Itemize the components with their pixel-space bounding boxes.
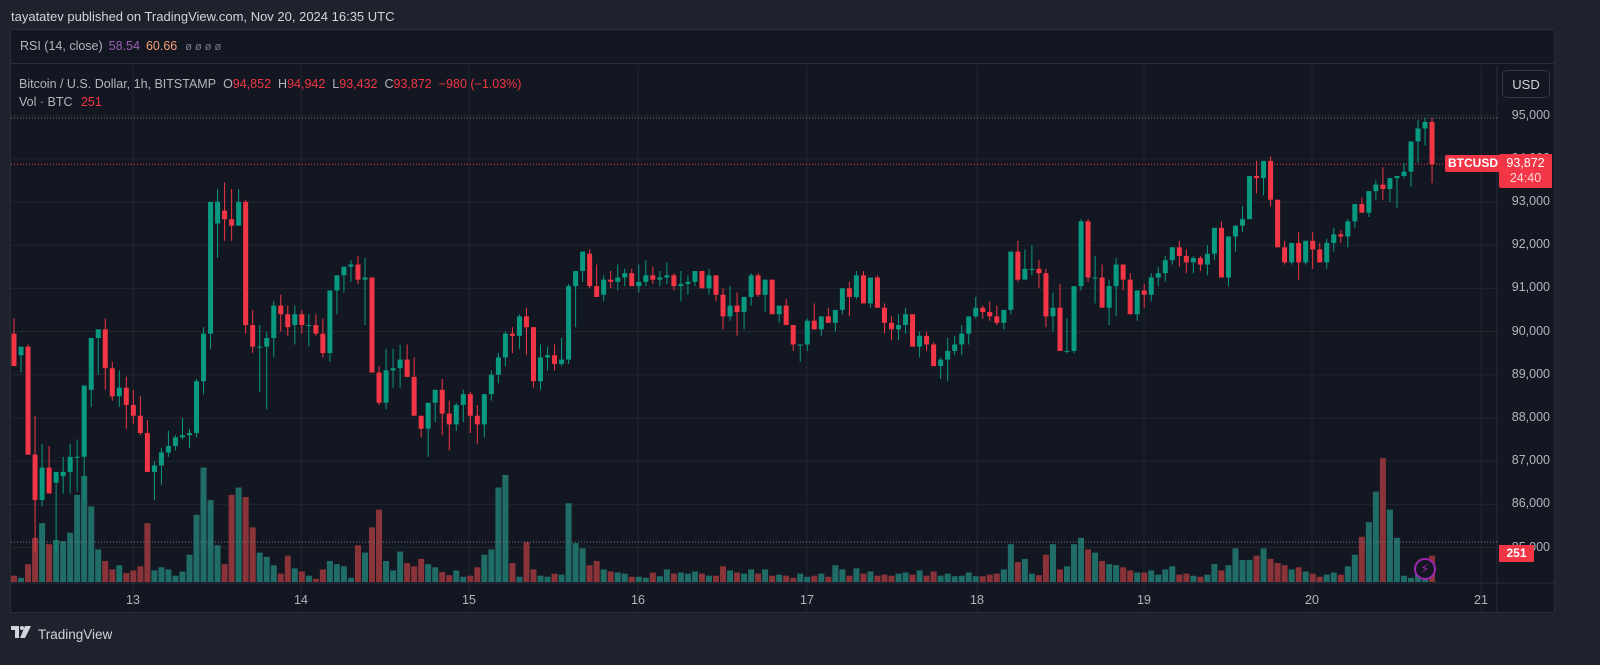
rsi-pane: RSI (14, close) 58.54 60.66 ø ø ø ø <box>11 30 1554 64</box>
low-label: L <box>332 77 340 91</box>
high-label: H <box>278 77 288 91</box>
volume-label: Vol · BTC <box>19 95 73 109</box>
last-price-label: 93,872 24:40 <box>1499 154 1552 188</box>
time-axis-tick: 20 <box>1305 593 1319 607</box>
time-axis-tick: 14 <box>294 593 308 607</box>
rsi-label: RSI (14, close) <box>20 39 103 53</box>
last-price-value: 93,872 <box>1506 156 1545 170</box>
rsi-empty-values: ø ø ø ø <box>185 41 222 53</box>
time-axis-tick: 18 <box>970 593 984 607</box>
time-axis-tick: 21 <box>1474 593 1488 607</box>
price-axis-tick: 90,000 <box>1511 323 1550 338</box>
rsi-value: 58.54 <box>108 39 140 53</box>
close-value: 93,872 <box>393 77 432 91</box>
symbol-title[interactable]: Bitcoin / U.S. Dollar, 1h, BITSTAMP <box>19 77 217 91</box>
price-axis-tick: 87,000 <box>1511 453 1550 468</box>
volume-price-tag: 251 <box>1499 545 1534 562</box>
tradingview-brand: TradingView <box>38 626 113 642</box>
currency-button[interactable]: USD <box>1502 70 1550 98</box>
symbol-legend[interactable]: Bitcoin / U.S. Dollar, 1h, BITSTAMP O94,8… <box>19 75 521 111</box>
high-value: 94,942 <box>287 77 326 91</box>
bar-countdown: 24:40 <box>1509 171 1542 185</box>
price-axis-tick: 93,000 <box>1511 193 1550 208</box>
rsi-ma-value: 60.66 <box>145 39 178 53</box>
time-axis-tick: 16 <box>631 593 645 607</box>
rsi-legend[interactable]: RSI (14, close) 58.54 60.66 ø ø ø ø <box>20 39 221 53</box>
time-axis-tick: 19 <box>1137 593 1151 607</box>
time-axis-tick: 15 <box>462 593 476 607</box>
price-axis-tick: 92,000 <box>1511 237 1550 252</box>
time-axis-tick: 13 <box>126 593 140 607</box>
close-label: C <box>384 77 394 91</box>
low-value: 93,432 <box>339 77 378 91</box>
open-label: O <box>223 77 233 91</box>
price-axis-tick: 86,000 <box>1511 496 1550 511</box>
price-axis-tick: 95,000 <box>1511 107 1550 122</box>
tradingview-mark-icon <box>11 626 33 642</box>
price-axis-tick: 88,000 <box>1511 409 1550 424</box>
volume-row: Vol · BTC 251 <box>19 93 521 111</box>
ohlc-row: Bitcoin / U.S. Dollar, 1h, BITSTAMP O94,8… <box>19 75 521 93</box>
price-axis-tick: 89,000 <box>1511 366 1550 381</box>
symbol-price-tag: BTCUSD <box>1445 155 1501 172</box>
lightning-bolt-icon[interactable]: ⚡ <box>1414 558 1436 580</box>
change-value: −980 (−1.03%) <box>438 77 522 91</box>
open-value: 94,852 <box>232 77 272 91</box>
publisher-caption: tayatatev published on TradingView.com, … <box>11 9 395 24</box>
tradingview-logo[interactable]: TradingView <box>11 626 112 642</box>
price-axis-tick: 91,000 <box>1511 280 1550 295</box>
volume-value: 251 <box>80 95 102 109</box>
time-axis-tick: 17 <box>800 593 814 607</box>
chart-frame <box>10 29 1555 613</box>
